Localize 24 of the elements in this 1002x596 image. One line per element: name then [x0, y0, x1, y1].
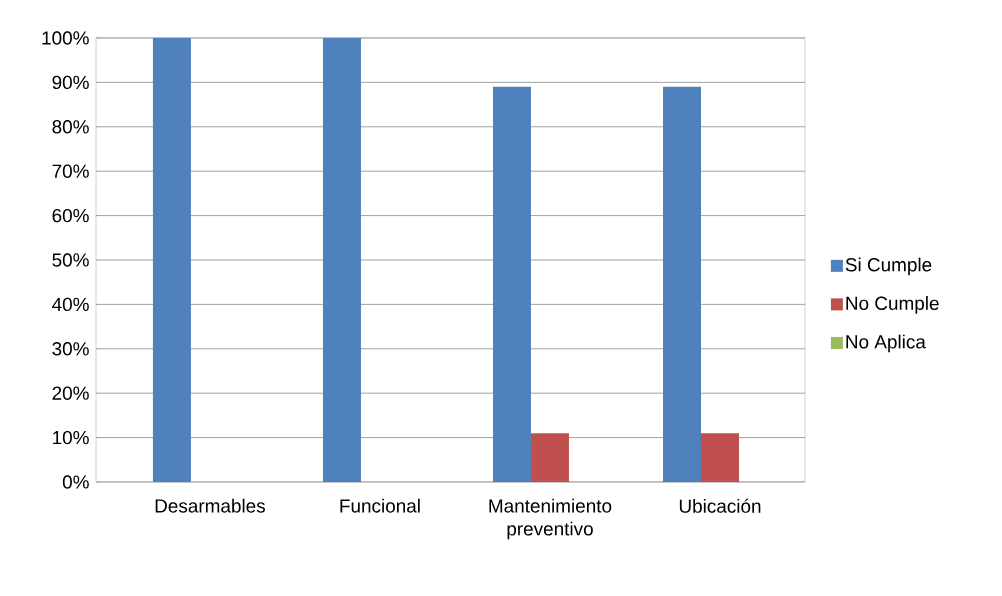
y-tick-label: 50%	[52, 253, 89, 267]
bar	[701, 433, 739, 482]
y-tick-label: 80%	[52, 120, 89, 134]
y-tick-label: 90%	[52, 75, 89, 90]
y-tick-label: 10%	[53, 430, 89, 445]
y-tick-label: 60%	[52, 208, 89, 223]
bar	[152, 37, 191, 482]
y-tick-label: 20%	[52, 386, 89, 400]
bar	[663, 86, 701, 482]
legend-label: Si Cumple	[845, 257, 932, 276]
bar	[492, 86, 531, 482]
legend-label: No Cumple	[846, 296, 939, 314]
x-tick-label: Funcional	[340, 498, 420, 513]
x-tick-label: Desarmables	[155, 498, 265, 513]
legend-label: No Aplica	[846, 334, 926, 353]
y-tick-label: 40%	[52, 297, 89, 312]
x-tick-label: Ubicación	[679, 498, 761, 513]
y-tick-label: 0%	[62, 475, 89, 489]
y-tick-label: 30%	[52, 342, 89, 356]
bar	[322, 37, 361, 482]
bar	[530, 433, 569, 482]
x-tick-label: Mantenimiento preventivo	[489, 498, 612, 540]
y-tick-label: 100%	[42, 31, 89, 45]
y-tick-label: 70%	[52, 164, 89, 178]
